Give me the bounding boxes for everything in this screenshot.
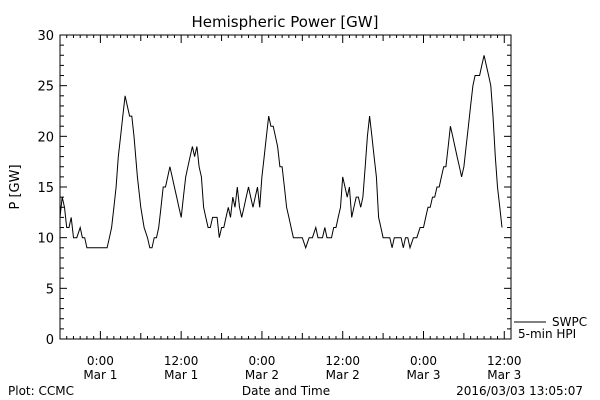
y-tick-label: 30 [37,29,54,44]
x-tick-label-time: 12:00 [164,354,199,368]
y-axis-label: P [GW] [8,164,23,209]
legend-label-line2: 5-min HPI [518,327,576,341]
x-tick-label-date: Mar 2 [326,368,360,382]
legend: SWPC 5-min HPI [514,315,587,341]
y-tick-label: 10 [37,232,54,247]
x-tick-label-date: Mar 3 [406,368,440,382]
x-tick-label-date: Mar 3 [487,368,521,382]
x-tick-label-time: 0:00 [248,354,275,368]
plot-area-frame [59,34,512,340]
y-tick-label: 15 [37,181,54,196]
series-line-swpc-5min-hpi [59,55,503,250]
y-tick-label: 5 [46,282,54,297]
x-tick-label-time: 0:00 [87,354,114,368]
x-tick-label-date: Mar 1 [164,368,198,382]
x-tick-label-time: 0:00 [410,354,437,368]
x-axis-label: Date and Time [242,384,330,398]
x-tick-label-date: Mar 2 [245,368,279,382]
legend-label-line1: SWPC [552,315,587,329]
y-tick-label: 0 [46,333,54,348]
y-tick-label: 25 [37,80,54,95]
footer-credit: Plot: CCMC [8,384,74,398]
footer-timestamp: 2016/03/03 13:05:07 [456,384,583,398]
x-tick-label-time: 12:00 [325,354,360,368]
y-tick-label: 20 [37,130,54,145]
x-tick-label-time: 12:00 [487,354,522,368]
x-tick-label-date: Mar 1 [83,368,117,382]
chart-title: Hemispheric Power [GW] [192,13,379,31]
y-axis: 0 5 10 15 20 25 30 [37,29,511,348]
